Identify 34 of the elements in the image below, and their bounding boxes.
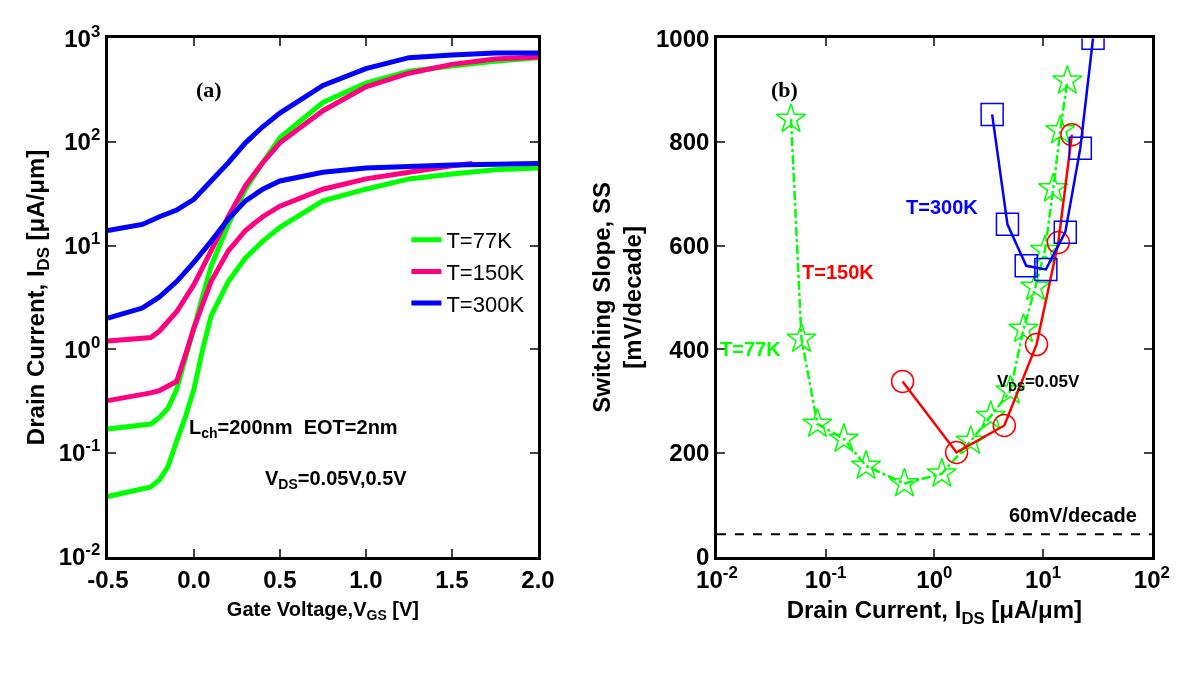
x-tick-label: 0.5 [263,566,297,594]
x-tick-label: 10$^{-1}$ [804,563,847,594]
y-tick-label: 400 [669,335,710,363]
x-tick-label: 0.0 [177,566,211,594]
ref-line-label: 60mV/decade [1009,504,1137,526]
legend-label: T=150K [446,260,525,286]
y-tick-label: 10$^{0}$ [64,332,101,363]
x-tick-label: 1.5 [435,566,469,594]
y-tick-label: 10$^{2}$ [64,125,101,156]
x-tick-label: 10$^{1}$ [1025,563,1062,594]
series-label: T=77K [720,338,782,360]
text: T=150K [802,261,875,283]
x-tick-label: 10$^{0}$ [916,563,953,594]
x-tick-label: 1.0 [349,566,383,594]
y-tick-label: 10$^{-1}$ [58,436,101,467]
annotation: L$_{ch}$=200nm EOT=2nm [189,416,398,442]
annotation: (a) [196,77,222,102]
y-tick-label: 1000 [655,24,710,52]
x-axis-title: Gate Voltage,V$_{GS}$ [V] [226,597,419,623]
legend-label: T=77K [446,228,513,254]
y-axis-title: Switching Slope, SS [mV/decade] [587,182,647,413]
y-tick-label: 10$^{3}$ [64,21,101,52]
y-tick-label: 0 [696,543,710,571]
y-tick-label: 200 [669,439,710,467]
series-label: T=300K [906,196,979,218]
x-tick-label: 10$^{2}$ [1133,563,1170,594]
annotation: V$_{DS}$=0.05V,0.5V [265,467,408,493]
legend-label: T=300K [446,291,525,317]
annotation: (b) [771,77,798,102]
y-tick-label: 800 [669,128,710,156]
y-tick-label: 10$^{1}$ [64,228,101,260]
x-axis-title: Drain Current, I$_{DS}$ [μA/μm] [786,596,1083,628]
y-tick-label: 600 [669,232,710,260]
x-tick-label: 2.0 [521,566,555,594]
